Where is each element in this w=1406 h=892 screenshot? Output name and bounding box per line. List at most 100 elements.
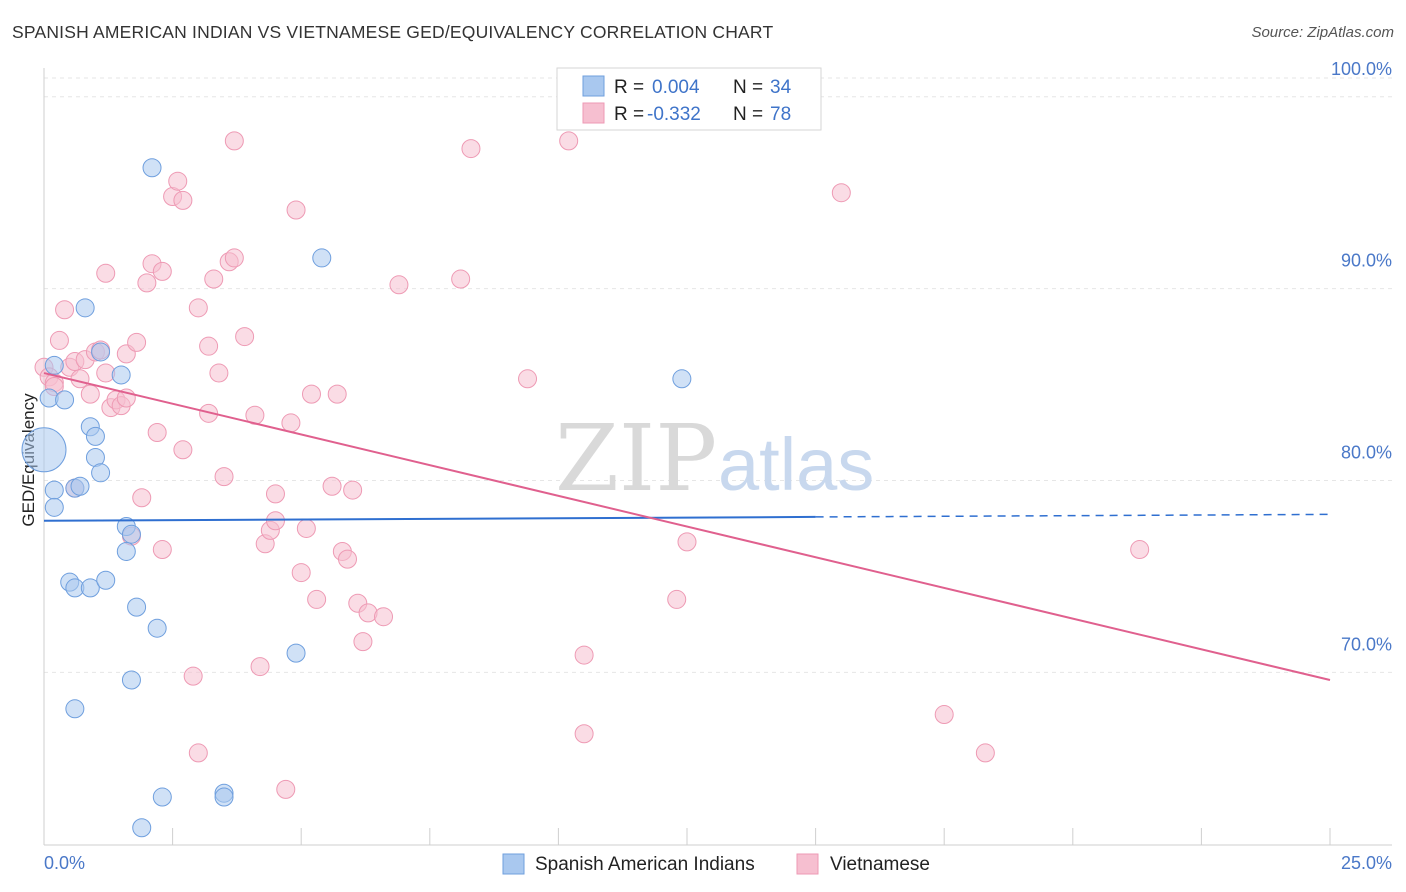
legend-n-value-blue: 34 (770, 77, 792, 98)
vietnamese-point-50 (265, 484, 285, 504)
watermark-atlas: atlas (718, 423, 874, 506)
spanish-american-indians-point-30 (214, 787, 234, 807)
chart-source: Source: ZipAtlas.com (1251, 24, 1394, 41)
spanish-american-indians-point-0 (21, 427, 67, 473)
gridlines (44, 77, 1392, 673)
vietnamese-point-55 (296, 518, 316, 538)
trend-line-blue-extension (815, 513, 1331, 518)
vietnamese-point-36 (199, 336, 219, 356)
vietnamese-point-54 (291, 563, 311, 583)
vietnamese-point-15 (96, 263, 116, 283)
vietnamese-point-67 (389, 275, 409, 295)
legend-r-label-blue: R = (614, 77, 644, 98)
watermark-zip: ZIP (555, 405, 717, 512)
legend-n-value-pink: 78 (770, 104, 791, 125)
legend-r-value-pink: -0.332 (647, 104, 701, 125)
vietnamese-point-43 (224, 131, 244, 151)
vietnamese-point-46 (250, 657, 270, 677)
legend-r-value-blue: 0.004 (652, 77, 700, 98)
vietnamese-point-34 (188, 743, 208, 763)
vietnamese-point-38 (204, 269, 224, 289)
legend-n-label-pink: N = (733, 104, 763, 125)
y-tick-label-80: 80.0% (1341, 442, 1392, 462)
vietnamese-point-49 (265, 511, 285, 531)
series-legend-swatch-blue (502, 853, 525, 875)
spanish-american-indians-point-22 (121, 524, 141, 544)
spanish-american-indians-point-18 (96, 570, 116, 590)
vietnamese-point-56 (301, 384, 321, 404)
spanish-american-indians-point-15 (85, 426, 105, 446)
vietnamese-point-22 (127, 332, 147, 352)
vietnamese-point-66 (374, 607, 394, 627)
vietnamese-point-74 (667, 589, 687, 609)
y-axis-tick-labels: 70.0% 80.0% 90.0% 100.0% (1331, 59, 1392, 655)
vietnamese-point-31 (173, 190, 193, 210)
vietnamese-point-32 (173, 440, 193, 460)
stats-legend: R = 0.004 N = 34 R = -0.332 N = 78 (556, 67, 822, 131)
vietnamese-point-24 (137, 273, 157, 293)
vietnamese-point-79 (1130, 540, 1150, 560)
vietnamese-point-11 (80, 384, 100, 404)
spanish-american-indians-point-19 (111, 365, 131, 385)
vietnamese-point-58 (322, 476, 342, 496)
vietnamese-point-44 (235, 327, 255, 347)
spanish-american-indians-point-24 (127, 597, 147, 617)
vietnamese-point-30 (168, 171, 188, 191)
vietnamese-point-4 (49, 330, 69, 350)
spanish-american-indians-point-27 (147, 618, 167, 638)
chart-title: SPANISH AMERICAN INDIAN VS VIETNAMESE GE… (12, 22, 774, 42)
spanish-american-indians-point-3 (44, 480, 64, 500)
vietnamese-point-33 (183, 666, 203, 686)
vietnamese-point-73 (574, 645, 594, 665)
vietnamese-point-78 (975, 743, 995, 763)
spanish-american-indians-point-2 (44, 355, 64, 375)
x-tick-label-max: 25.0% (1341, 853, 1392, 873)
spanish-american-indians-point-13 (80, 578, 100, 598)
vietnamese-point-57 (307, 589, 327, 609)
vietnamese-point-23 (132, 488, 152, 508)
series-legend-label-pink: Vietnamese (830, 854, 930, 875)
vietnamese-points (34, 131, 1150, 799)
spanish-american-indians-point-10 (70, 476, 90, 496)
series-legend-swatch-pink (796, 853, 819, 875)
trend-line-blue (43, 515, 816, 522)
vietnamese-point-28 (152, 540, 172, 560)
spanish-american-indians-point-23 (121, 670, 141, 690)
vietnamese-point-27 (152, 261, 172, 281)
vietnamese-point-35 (188, 298, 208, 318)
vietnamese-point-77 (934, 705, 954, 725)
spanish-american-indians-point-31 (286, 643, 306, 663)
spanish-american-indians-point-11 (75, 298, 95, 318)
x-tick-label-min: 0.0% (44, 853, 85, 873)
vietnamese-point-76 (831, 183, 851, 203)
vietnamese-point-51 (276, 779, 296, 799)
spanish-american-indians-point-26 (142, 158, 162, 178)
vietnamese-point-68 (451, 269, 471, 289)
y-tick-label-90: 90.0% (1341, 251, 1392, 271)
trend-lines (43, 372, 1331, 681)
x-axis-ticks (43, 828, 1331, 845)
spanish-american-indians-point-33 (672, 369, 692, 389)
spanish-american-indians-point-25 (132, 818, 152, 838)
vietnamese-point-52 (281, 413, 301, 433)
vietnamese-point-71 (559, 131, 579, 151)
spanish-american-indians-point-17 (91, 463, 111, 483)
spanish-american-indians-point-5 (55, 390, 75, 410)
vietnamese-point-61 (337, 549, 357, 569)
series-legend-label-blue: Spanish American Indians (535, 854, 755, 875)
vietnamese-point-9 (70, 369, 90, 389)
legend-swatch-pink (582, 102, 605, 124)
vietnamese-point-59 (327, 384, 347, 404)
trend-line-pink (43, 372, 1331, 681)
legend-r-label-pink: R = (614, 104, 644, 125)
vietnamese-point-39 (209, 363, 229, 383)
vietnamese-point-42 (224, 248, 244, 268)
vietnamese-point-64 (353, 632, 373, 652)
series-legend: Spanish American Indians Vietnamese (502, 853, 930, 875)
spanish-american-indians-point-16 (91, 342, 111, 362)
spanish-american-indians-point-32 (312, 248, 332, 268)
vietnamese-point-40 (214, 467, 234, 487)
legend-swatch-blue (582, 75, 605, 97)
vietnamese-point-5 (55, 300, 75, 320)
